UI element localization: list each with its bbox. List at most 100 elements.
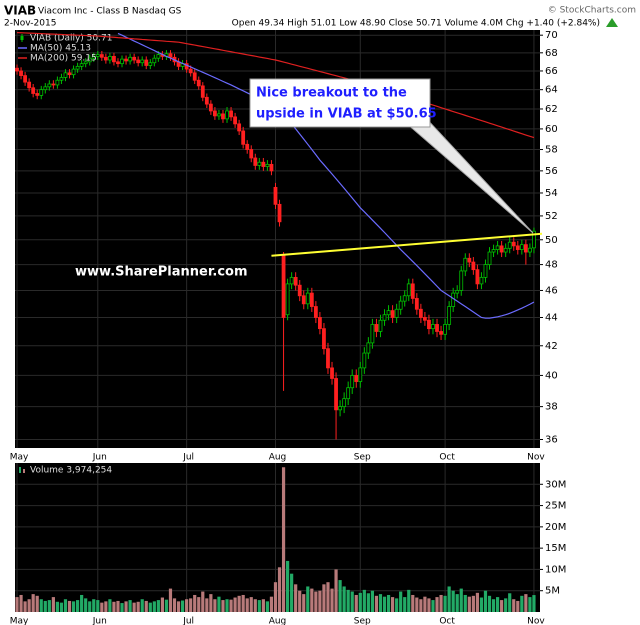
y-tick-label: 66 [545, 66, 558, 77]
candle-body [358, 367, 363, 382]
volume-bar [302, 594, 306, 612]
candle-body [120, 58, 124, 65]
candle-body [75, 65, 80, 70]
candle-body [507, 241, 512, 249]
candle-body [439, 331, 443, 335]
y-tick-label: 62 [545, 104, 558, 115]
y-tick-label: 58 [545, 145, 558, 156]
volume-bar [455, 594, 459, 612]
volume-bar [193, 594, 197, 612]
y-tick-label: 15M [545, 543, 566, 554]
volume-bar [451, 590, 455, 612]
y-tick-label: 56 [545, 166, 558, 177]
x-tick-label: Nov [527, 617, 545, 625]
volume-bar [354, 594, 358, 612]
volume-bar [285, 560, 290, 612]
candle-body [459, 270, 464, 291]
candle-body [136, 59, 141, 64]
volume-bar [314, 591, 318, 612]
volume-bar [140, 599, 144, 612]
candle-body [241, 130, 246, 145]
candle-body [208, 103, 213, 112]
candle-body [378, 319, 383, 332]
candle-body [132, 56, 137, 61]
y-tick-label: 30M [545, 479, 566, 490]
candle-body [95, 54, 100, 57]
volume-bar [92, 599, 96, 612]
y-tick-label: 46 [545, 285, 558, 296]
candle-body [487, 251, 492, 265]
y-tick-label: 40 [545, 370, 558, 381]
candle-body [233, 116, 237, 125]
volume-bar [407, 589, 411, 612]
candle-body [108, 56, 112, 61]
legend-label: MA(50) 45.13 [30, 44, 91, 54]
candle-body [47, 83, 52, 88]
y-tick-label: 5M [545, 586, 560, 597]
candle-body [443, 324, 447, 335]
volume-bar [108, 599, 112, 612]
candle-body [39, 89, 44, 96]
candle-body [313, 306, 318, 318]
volume-bar [298, 590, 302, 612]
volume-bar [487, 595, 492, 612]
candle-body [213, 110, 217, 117]
candle-body [326, 348, 330, 369]
volume-bar [322, 584, 326, 612]
volume-bar [512, 599, 516, 612]
y-tick-label: 48 [545, 260, 558, 271]
candle-body [338, 406, 342, 411]
volume-bar [80, 594, 84, 612]
quote: Open 49.34 High 51.01 Low 48.90 Close 50… [232, 19, 600, 29]
volume-bar [229, 599, 233, 612]
candle-body [370, 324, 375, 344]
volume-bar [156, 600, 160, 612]
volume-bar [435, 597, 439, 612]
candle-body [386, 310, 391, 316]
candle-body [455, 290, 460, 294]
x-tick-label: Jun [92, 453, 107, 463]
volume-bar [104, 601, 108, 612]
candle-body [499, 245, 504, 253]
volume-bar [459, 588, 463, 612]
trendline [271, 232, 543, 257]
candle-body [362, 352, 367, 369]
candle-body [475, 269, 480, 285]
volume-bar [71, 601, 76, 612]
volume-bar [75, 600, 80, 612]
volume-bar [277, 567, 282, 612]
volume-bar [294, 584, 298, 612]
candle-body [374, 324, 379, 332]
callout-box [249, 78, 431, 128]
volume-bar [67, 600, 72, 612]
volume-bar [35, 595, 39, 612]
y-tick-label: 44 [545, 312, 558, 323]
volume-bar [27, 599, 31, 612]
candle-body [91, 56, 96, 59]
volume-bar [528, 597, 532, 612]
copyright: © StockCharts.com [548, 6, 636, 16]
candle-body [479, 276, 484, 285]
volume-bar [411, 594, 415, 612]
volume-bar [59, 602, 64, 612]
volume-bar [439, 594, 443, 612]
watermark: www.SharePlanner.com [75, 265, 248, 280]
volume-bar [43, 600, 47, 612]
candle-body [15, 67, 19, 72]
legend-label: Volume 3,974,254 [30, 466, 112, 476]
volume-bar [189, 598, 193, 612]
volume-bar [281, 467, 286, 612]
volume-bar [120, 603, 124, 612]
candle-body [293, 276, 298, 286]
y-tick-label: 25M [545, 501, 566, 512]
volume-bar [124, 601, 128, 612]
candle-body [322, 328, 326, 350]
callout-text: upside in VIAB at $50.65 [256, 107, 437, 122]
candle-body [237, 123, 242, 132]
volume-bar [475, 592, 480, 612]
volume-bar [326, 582, 330, 612]
volume-bar [346, 589, 350, 612]
volume-bar [51, 597, 55, 612]
candle-body [79, 63, 84, 67]
